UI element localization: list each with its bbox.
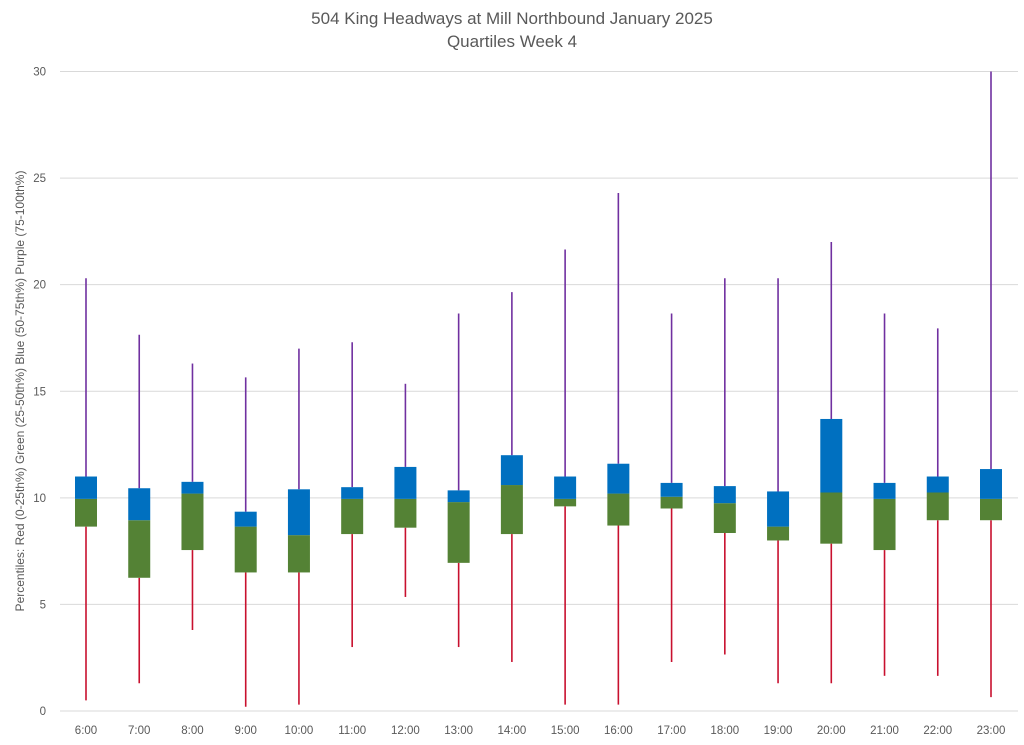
lower-box <box>554 498 577 507</box>
x-axis-ticks: 6:00 7:00 8:00 9:00 10:00 11:00 12:00 13:00 14:0… <box>75 725 1006 737</box>
lower-box <box>767 526 790 541</box>
lower-box <box>394 498 417 528</box>
x-tick-label: 18:00 <box>710 725 739 737</box>
upper-box <box>447 490 470 503</box>
upper-box <box>873 482 896 499</box>
box-2100 <box>873 313 896 676</box>
chart-subtitle: Quartiles Week 4 <box>447 32 577 51</box>
y-tick-label: 10 <box>33 493 46 505</box>
upper-box <box>287 489 310 536</box>
upper-box <box>341 487 364 499</box>
upper-box <box>980 469 1002 499</box>
lower-box <box>341 498 364 535</box>
x-tick-label: 8:00 <box>181 725 203 737</box>
x-tick-label: 9:00 <box>235 725 257 737</box>
lower-box <box>873 498 896 551</box>
box-800 <box>181 363 204 630</box>
lower-box <box>75 498 97 527</box>
lower-box <box>820 492 843 544</box>
lower-box <box>607 493 630 526</box>
boxes <box>75 71 1002 707</box>
upper-box <box>820 418 843 493</box>
lower-box <box>287 535 310 573</box>
lower-box <box>128 520 151 578</box>
lower-box <box>500 485 523 535</box>
y-tick-label: 0 <box>40 706 46 718</box>
box-2300 <box>980 71 1002 698</box>
upper-box <box>75 476 97 499</box>
upper-box <box>554 476 577 499</box>
box-2000 <box>820 242 843 684</box>
chart-title: 504 King Headways at Mill Northbound Jan… <box>311 9 713 28</box>
x-tick-label: 21:00 <box>870 725 899 737</box>
box-700 <box>128 334 151 684</box>
x-tick-label: 19:00 <box>764 725 793 737</box>
x-tick-label: 15:00 <box>551 725 580 737</box>
x-tick-label: 20:00 <box>817 725 846 737</box>
box-1900 <box>767 278 790 684</box>
lower-box <box>181 493 204 551</box>
box-1800 <box>713 278 736 655</box>
y-tick-label: 20 <box>33 280 46 292</box>
x-tick-label: 13:00 <box>444 725 473 737</box>
x-tick-label: 23:00 <box>977 725 1006 737</box>
upper-box <box>607 463 630 494</box>
lower-box <box>234 526 257 573</box>
lower-box <box>660 496 683 509</box>
box-1000 <box>287 348 310 705</box>
upper-box <box>713 486 736 504</box>
lower-box <box>980 498 1002 521</box>
box-1200 <box>394 383 417 597</box>
upper-box <box>181 481 204 494</box>
x-tick-label: 11:00 <box>338 725 366 737</box>
upper-box <box>234 511 257 527</box>
y-tick-label: 25 <box>33 173 46 185</box>
upper-box <box>660 482 683 497</box>
y-axis-label: Percentiles: Red (0-25th%) Green (25-50t… <box>13 171 27 612</box>
lower-box <box>713 503 736 534</box>
y-tick-label: 30 <box>33 67 46 79</box>
box-2200 <box>926 328 949 676</box>
x-tick-label: 22:00 <box>923 725 952 737</box>
box-1400 <box>500 292 523 662</box>
gridlines <box>60 71 1018 712</box>
x-tick-label: 10:00 <box>285 725 314 737</box>
upper-box <box>926 476 949 493</box>
upper-box <box>767 491 790 527</box>
box-1500 <box>554 249 577 705</box>
x-tick-label: 12:00 <box>391 725 420 737</box>
x-tick-label: 17:00 <box>657 725 686 737</box>
upper-box <box>394 466 417 499</box>
y-tick-label: 5 <box>40 599 46 611</box>
x-tick-label: 14:00 <box>497 725 526 737</box>
x-tick-label: 7:00 <box>128 725 150 737</box>
box-1300 <box>447 313 470 648</box>
box-900 <box>234 377 257 707</box>
x-tick-label: 6:00 <box>75 725 97 737</box>
y-axis-ticks: 0 5 10 15 20 25 30 <box>33 67 46 719</box>
upper-box <box>500 455 523 486</box>
box-1700 <box>660 313 683 662</box>
lower-box <box>926 492 949 521</box>
y-tick-label: 15 <box>33 386 46 398</box>
lower-box <box>447 502 470 563</box>
box-1600 <box>607 193 630 705</box>
box-600 <box>75 278 97 701</box>
x-tick-label: 16:00 <box>604 725 633 737</box>
upper-box <box>128 488 151 521</box>
box-1100 <box>341 342 364 648</box>
